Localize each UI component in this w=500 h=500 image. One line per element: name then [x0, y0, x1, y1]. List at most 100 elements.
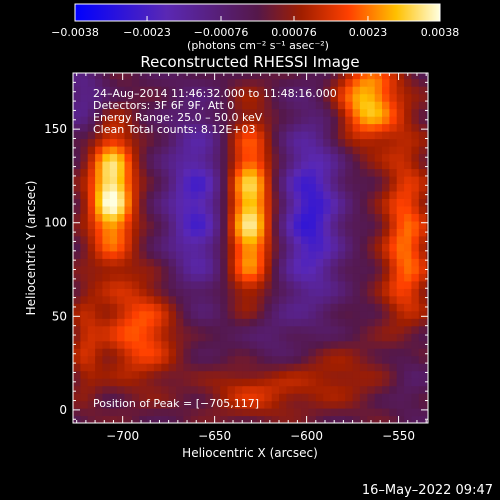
- heatmap-pixel: [426, 370, 428, 379]
- heatmap-pixel: [271, 168, 280, 177]
- heatmap-pixel: [293, 340, 302, 349]
- heatmap-pixel: [249, 228, 258, 237]
- heatmap-pixel: [264, 93, 273, 102]
- heatmap-pixel: [183, 273, 192, 282]
- heatmap-pixel: [124, 108, 133, 117]
- heatmap-pixel: [153, 86, 162, 95]
- heatmap-pixel: [242, 325, 251, 334]
- heatmap-pixel: [426, 123, 428, 132]
- heatmap-pixel: [161, 131, 170, 140]
- heatmap-pixel: [139, 378, 148, 387]
- heatmap-pixel: [404, 86, 413, 95]
- heatmap-pixel: [220, 101, 229, 110]
- heatmap-pixel: [176, 258, 184, 267]
- heatmap-pixel: [382, 78, 390, 87]
- heatmap-pixel: [411, 348, 420, 357]
- heatmap-pixel: [117, 310, 126, 319]
- heatmap-pixel: [242, 101, 251, 110]
- heatmap-pixel: [176, 161, 184, 170]
- heatmap-pixel: [220, 333, 229, 342]
- heatmap-pixel: [345, 318, 354, 327]
- heatmap-pixel: [190, 213, 199, 222]
- heatmap-pixel: [102, 348, 111, 357]
- heatmap-pixel: [382, 400, 390, 409]
- heatmap-pixel: [212, 393, 221, 402]
- heatmap-pixel: [271, 273, 280, 282]
- heatmap-pixel: [168, 318, 177, 327]
- heatmap-pixel: [249, 213, 258, 222]
- heatmap-pixel: [183, 250, 192, 259]
- heatmap-pixel: [382, 101, 390, 110]
- heatmap-pixel: [102, 213, 111, 222]
- heatmap-pixel: [315, 93, 324, 102]
- heatmap-pixel: [323, 325, 332, 334]
- heatmap-pixel: [382, 370, 390, 379]
- heatmap-pixel: [117, 235, 126, 244]
- heatmap-pixel: [117, 355, 126, 364]
- heatmap-pixel: [286, 168, 295, 177]
- heatmap-pixel: [323, 168, 332, 177]
- heatmap-pixel: [308, 340, 317, 349]
- heatmap-pixel: [161, 205, 170, 214]
- heatmap-pixel: [337, 310, 346, 319]
- heatmap-pixel: [286, 303, 295, 312]
- heatmap-pixel: [271, 400, 280, 409]
- heatmap-pixel: [117, 415, 126, 423]
- heatmap-pixel: [234, 348, 243, 357]
- heatmap-pixel: [176, 393, 184, 402]
- heatmap-pixel: [80, 213, 89, 222]
- heatmap-pixel: [374, 288, 383, 297]
- heatmap-pixel: [308, 161, 317, 170]
- heatmap-pixel: [190, 123, 199, 132]
- heatmap-pixel: [396, 220, 405, 229]
- heatmap-pixel: [271, 385, 280, 394]
- heatmap-pixel: [286, 370, 295, 379]
- heatmap-pixel: [337, 168, 346, 177]
- heatmap-pixel: [242, 243, 251, 252]
- heatmap-pixel: [301, 303, 310, 312]
- heatmap-pixel: [264, 213, 273, 222]
- heatmap-pixel: [109, 235, 118, 244]
- heatmap-pixel: [212, 235, 221, 244]
- heatmap-pixel: [264, 273, 273, 282]
- heatmap-pixel: [308, 400, 317, 409]
- heatmap-pixel: [234, 228, 243, 237]
- heatmap-pixel: [220, 175, 229, 184]
- heatmap-pixel: [301, 408, 310, 417]
- heatmap-pixel: [234, 295, 243, 304]
- heatmap-pixel: [102, 228, 111, 237]
- info-text: 24–Aug–2014 11:46:32.000 to 11:48:16.000…: [93, 87, 337, 136]
- heatmap-pixel: [198, 153, 207, 162]
- heatmap-pixel: [212, 385, 221, 394]
- heatmap-pixel: [168, 108, 177, 117]
- heatmap-pixel: [367, 310, 376, 319]
- heatmap-pixel: [168, 190, 177, 199]
- heatmap-pixel: [330, 235, 339, 244]
- heatmap-pixel: [109, 153, 118, 162]
- heatmap-pixel: [359, 205, 368, 214]
- heatmap-pixel: [220, 370, 229, 379]
- heatmap-pixel: [308, 235, 317, 244]
- heatmap-pixel: [212, 108, 221, 117]
- heatmap-pixel: [308, 333, 317, 342]
- heatmap-pixel: [198, 78, 207, 87]
- heatmap-pixel: [242, 116, 251, 125]
- heatmap-pixel: [256, 370, 265, 379]
- heatmap-pixel: [139, 385, 148, 394]
- heatmap-pixel: [73, 86, 81, 95]
- heatmap-pixel: [87, 250, 96, 259]
- heatmap-pixel: [190, 205, 199, 214]
- heatmap-pixel: [183, 146, 192, 155]
- heatmap-pixel: [271, 378, 280, 387]
- heatmap-pixel: [359, 310, 368, 319]
- heatmap-pixel: [168, 205, 177, 214]
- heatmap-pixel: [411, 393, 420, 402]
- heatmap-pixel: [404, 213, 413, 222]
- heatmap-pixel: [109, 400, 118, 409]
- heatmap-pixel: [87, 123, 96, 132]
- heatmap-pixel: [190, 161, 199, 170]
- heatmap-pixel: [73, 385, 81, 394]
- heatmap-pixel: [286, 116, 295, 125]
- heatmap-pixel: [131, 220, 140, 229]
- heatmap-pixel: [308, 220, 317, 229]
